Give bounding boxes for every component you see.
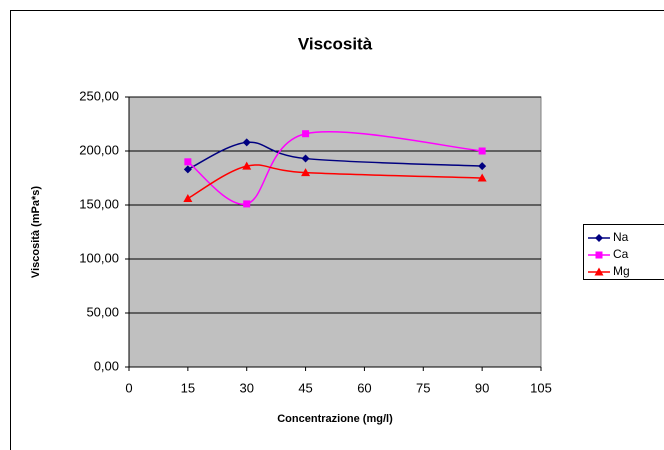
x-tick-label: 30 (239, 380, 253, 395)
data-point (301, 154, 310, 163)
y-tick-label: 100,00 (79, 250, 119, 265)
x-tick-label: 0 (125, 380, 132, 395)
legend-label: Ca (613, 247, 629, 261)
x-tick-label: 60 (357, 380, 371, 395)
x-tick-label: 75 (416, 380, 430, 395)
legend-label: Na (613, 230, 629, 244)
data-point (184, 158, 192, 166)
legend-label: Mg (613, 264, 630, 278)
y-tick-label: 0,00 (94, 358, 119, 373)
data-point (242, 138, 251, 147)
data-point (183, 194, 193, 203)
series-line (187, 164, 483, 200)
x-tick-label: 45 (298, 380, 312, 395)
data-point (183, 165, 192, 174)
y-tick-label: 250,00 (79, 88, 119, 103)
data-point (302, 130, 310, 138)
legend-marker (595, 251, 603, 259)
data-point (242, 161, 252, 170)
series-line (187, 130, 483, 205)
data-point (243, 200, 251, 208)
x-tick-label: 90 (475, 380, 489, 395)
x-axis-label: Concentrazione (mg/l) (277, 413, 393, 425)
data-point (478, 162, 487, 171)
data-point (477, 173, 487, 182)
series-line (187, 141, 483, 171)
y-tick-label: 150,00 (79, 196, 119, 211)
y-tick-label: 200,00 (79, 142, 119, 157)
chart-title: Viscosità (298, 34, 373, 53)
data-point (478, 147, 486, 155)
x-tick-label: 15 (181, 380, 195, 395)
data-point (301, 168, 311, 177)
plot-area (128, 96, 542, 368)
y-tick-label: 50,00 (86, 304, 119, 319)
legend-marker (595, 234, 603, 242)
x-tick-label: 105 (530, 380, 552, 395)
legend-marker (594, 267, 604, 276)
y-axis-label: Viscosità (mPa*s) (30, 186, 42, 278)
